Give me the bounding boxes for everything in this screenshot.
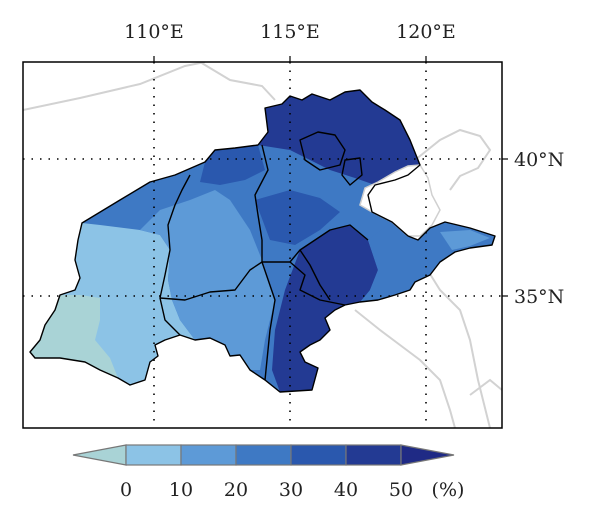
colorbar bbox=[72, 444, 455, 466]
colorbar-class-30-40 bbox=[290, 444, 347, 466]
lat-label-40: 40°N bbox=[514, 149, 564, 171]
colorbar-label-40: 40 bbox=[334, 479, 358, 501]
colorbar-label-30: 30 bbox=[279, 479, 303, 501]
fill-central-mid bbox=[140, 190, 275, 370]
colorbar-label-10: 10 bbox=[169, 479, 193, 501]
colorbar-label-0: 0 bbox=[120, 479, 132, 501]
colorbar-class-10-20 bbox=[180, 444, 237, 466]
province-boundaries bbox=[29, 89, 496, 393]
colorbar-class-20-30 bbox=[235, 444, 292, 466]
fill-northwest-dark bbox=[200, 145, 265, 185]
fill-peninsula-light bbox=[440, 230, 490, 250]
colorbar-high-extension bbox=[400, 444, 455, 466]
lon-label-115: 115°E bbox=[260, 21, 320, 43]
colorbar-label-50: 50 bbox=[389, 479, 413, 501]
fill-center-north bbox=[255, 190, 340, 245]
lon-label-110: 110°E bbox=[124, 21, 184, 43]
colorbar-label-20: 20 bbox=[224, 479, 248, 501]
lat-label-35: 35°N bbox=[514, 286, 564, 308]
colorbar-low-extension bbox=[72, 444, 127, 466]
colorbar-unit: (%) bbox=[432, 479, 465, 501]
fill-north-dark bbox=[258, 90, 420, 185]
colorbar-class-0-10 bbox=[125, 444, 182, 466]
map-frame bbox=[22, 61, 503, 429]
outside-boundaries bbox=[23, 62, 502, 428]
colorbar-class-40-50 bbox=[345, 444, 402, 466]
lon-label-120: 120°E bbox=[396, 21, 456, 43]
gridlines bbox=[23, 62, 502, 428]
tick-marks bbox=[153, 56, 508, 297]
fill-east-dark bbox=[272, 225, 378, 392]
